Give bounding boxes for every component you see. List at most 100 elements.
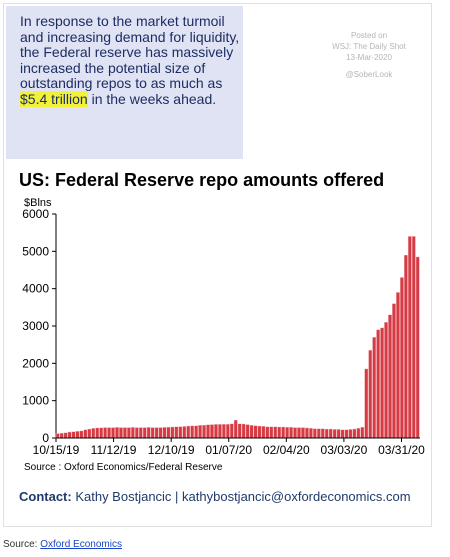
posted-handle: @SoberLook	[345, 70, 393, 79]
bar	[356, 428, 361, 439]
bar	[146, 427, 151, 439]
bar	[130, 427, 135, 439]
bar	[134, 427, 139, 439]
bar	[415, 256, 420, 439]
bar	[55, 433, 60, 439]
bar	[115, 427, 119, 439]
bar	[285, 426, 290, 439]
bar	[269, 426, 274, 439]
bar	[411, 236, 416, 439]
y-axis-unit-label: $Blns	[24, 197, 52, 209]
bar	[166, 426, 171, 439]
bar	[261, 426, 266, 439]
y-tick-label: 1000	[22, 394, 49, 408]
y-tick-label: 0	[42, 431, 49, 445]
bar	[312, 428, 317, 439]
bar	[99, 427, 104, 439]
bar	[178, 426, 183, 439]
bar	[392, 303, 396, 439]
contact-line: Contact: Kathy Bostjancic | kathybostjan…	[19, 489, 411, 504]
chart-card: In response to the market turmoil and in…	[3, 3, 432, 527]
bar	[348, 429, 353, 439]
bar	[388, 314, 392, 439]
bar	[297, 427, 301, 439]
oxford-economics-link[interactable]: Oxford Economics	[40, 539, 122, 550]
posted-line1: Posted on	[350, 31, 388, 40]
bar	[202, 424, 206, 439]
bar	[277, 426, 282, 439]
bar	[221, 423, 226, 439]
x-tick-label: 03/31/20	[378, 443, 425, 457]
y-tick-label: 6000	[22, 207, 49, 221]
bar	[75, 431, 80, 439]
bar	[340, 429, 345, 439]
x-tick-label: 03/03/20	[321, 443, 368, 457]
bar	[241, 423, 246, 439]
bar	[123, 427, 127, 439]
bar	[186, 425, 191, 439]
bar	[63, 432, 68, 439]
bar	[67, 431, 72, 439]
bar	[328, 428, 333, 439]
note-text: In response to the market turmoil and in…	[20, 13, 242, 108]
bar	[95, 427, 100, 439]
bar	[154, 427, 159, 439]
x-tick-label: 10/15/19	[33, 443, 80, 457]
note-text-part: In response to the market turmoil and in…	[20, 13, 240, 92]
bar	[71, 431, 76, 439]
x-tick-label: 01/07/20	[205, 443, 252, 457]
bar	[253, 425, 258, 439]
bar	[364, 368, 369, 439]
contact-label: Contact:	[19, 489, 72, 504]
bar	[218, 424, 222, 439]
bar	[225, 423, 230, 439]
bar	[352, 428, 357, 439]
bar	[245, 424, 250, 439]
bar	[320, 428, 325, 439]
note-highlight: $5.4 trillion	[20, 90, 88, 107]
bar	[344, 429, 349, 439]
bar	[324, 428, 329, 439]
bar	[380, 327, 384, 439]
footer-source-label: Source:	[3, 539, 41, 550]
bar	[170, 426, 175, 439]
bar	[301, 427, 305, 439]
posted-line3: 13-Mar-2020	[346, 53, 392, 62]
bar	[138, 427, 143, 439]
bar	[158, 427, 163, 439]
bar	[174, 426, 179, 439]
chart-source: Source : Oxford Economics/Federal Reserv…	[24, 462, 223, 473]
bar	[407, 236, 412, 439]
bar	[162, 427, 167, 439]
bar	[79, 430, 84, 439]
bar	[214, 424, 218, 439]
note-box: In response to the market turmoil and in…	[6, 6, 243, 159]
bar	[273, 426, 278, 439]
bar	[237, 423, 242, 439]
posted-line2: WSJ: The Daily Shot	[332, 42, 406, 51]
footer-source: Source: Oxford Economics	[3, 539, 122, 550]
bar	[372, 337, 377, 439]
bar	[198, 425, 202, 439]
bar	[190, 425, 195, 439]
y-tick-label: 3000	[22, 319, 49, 333]
bar	[400, 277, 404, 439]
bar	[332, 429, 337, 439]
bar	[182, 426, 187, 439]
bar	[289, 426, 293, 439]
x-tick-label: 12/10/19	[148, 443, 195, 457]
bar	[127, 427, 131, 439]
bar	[249, 425, 254, 439]
bar	[403, 254, 408, 439]
bar	[233, 419, 238, 439]
contact-text: Kathy Bostjancic | kathybostjancic@oxfor…	[71, 489, 411, 504]
bar	[210, 424, 214, 439]
bar	[83, 429, 88, 439]
bar	[150, 427, 155, 439]
y-tick-label: 5000	[22, 244, 49, 258]
bar	[396, 292, 400, 439]
y-tick-label: 2000	[22, 356, 49, 370]
bar	[107, 427, 111, 439]
bar	[59, 432, 64, 439]
